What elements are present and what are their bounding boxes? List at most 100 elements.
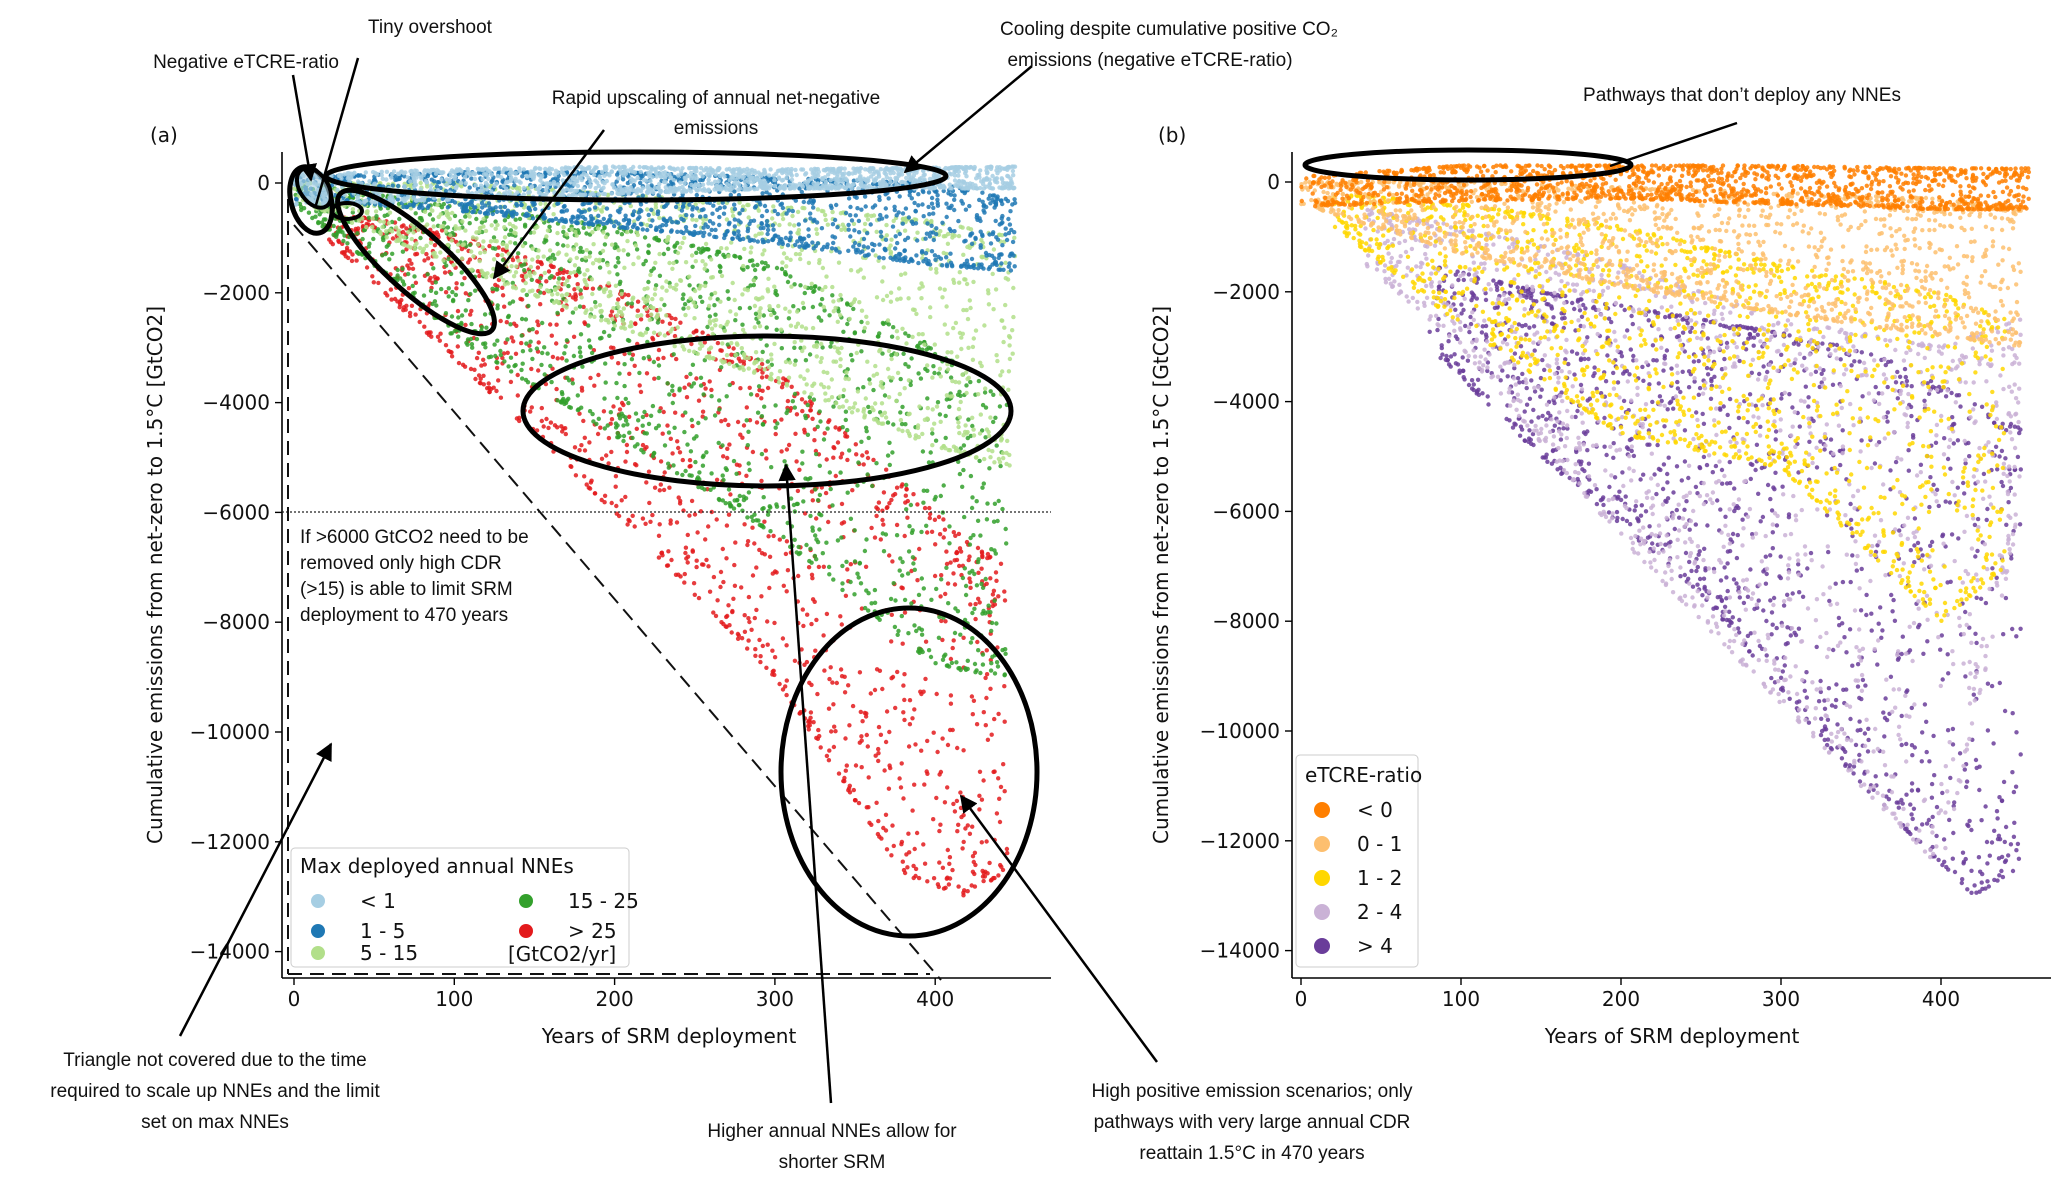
data-point bbox=[460, 362, 466, 367]
data-point bbox=[864, 314, 869, 319]
data-point bbox=[938, 229, 943, 234]
data-point bbox=[931, 817, 936, 822]
data-point bbox=[467, 242, 473, 248]
data-point bbox=[623, 494, 628, 500]
data-point bbox=[810, 528, 815, 533]
data-point bbox=[655, 356, 661, 361]
data-point bbox=[505, 337, 510, 342]
data-point bbox=[971, 427, 976, 432]
data-point bbox=[947, 404, 952, 409]
data-point bbox=[925, 405, 930, 411]
data-point bbox=[853, 798, 858, 803]
data-point bbox=[804, 382, 809, 387]
data-point bbox=[317, 212, 322, 217]
data-point bbox=[921, 586, 926, 591]
data-point bbox=[986, 433, 992, 439]
data-point bbox=[928, 346, 933, 351]
data-point bbox=[902, 597, 908, 603]
data-point bbox=[417, 245, 423, 251]
data-point bbox=[666, 461, 671, 466]
data-point bbox=[1007, 261, 1012, 266]
data-point bbox=[903, 271, 908, 276]
data-point bbox=[959, 346, 964, 352]
data-point bbox=[867, 377, 872, 382]
data-point bbox=[921, 842, 926, 847]
data-point bbox=[880, 517, 885, 523]
data-point bbox=[915, 578, 920, 583]
data-point bbox=[939, 573, 944, 578]
data-point bbox=[853, 763, 859, 768]
data-point bbox=[964, 390, 969, 396]
data-point bbox=[677, 450, 683, 455]
data-point bbox=[887, 729, 892, 735]
data-point bbox=[966, 417, 971, 422]
data-point bbox=[573, 292, 578, 297]
data-point bbox=[649, 312, 654, 317]
data-point bbox=[412, 246, 417, 252]
data-point bbox=[985, 288, 991, 293]
data-point bbox=[884, 467, 889, 472]
data-point bbox=[731, 346, 736, 351]
data-point bbox=[692, 316, 697, 321]
data-point bbox=[851, 306, 856, 312]
data-point bbox=[815, 691, 820, 697]
data-point bbox=[979, 566, 984, 571]
data-point bbox=[745, 542, 750, 548]
data-point bbox=[900, 859, 905, 864]
data-point bbox=[349, 258, 355, 264]
data-point bbox=[460, 282, 465, 287]
data-point bbox=[378, 219, 383, 224]
data-point bbox=[957, 389, 962, 394]
data-point bbox=[434, 184, 440, 189]
data-point bbox=[931, 211, 936, 216]
data-point bbox=[805, 612, 810, 617]
data-point bbox=[653, 205, 659, 210]
data-point bbox=[530, 327, 535, 332]
data-point bbox=[634, 247, 640, 252]
data-point bbox=[690, 264, 695, 269]
data-point bbox=[838, 211, 844, 216]
data-point bbox=[810, 576, 815, 581]
data-point bbox=[732, 562, 737, 568]
data-point bbox=[364, 210, 369, 215]
data-point bbox=[910, 555, 916, 560]
data-point bbox=[950, 394, 955, 399]
data-point bbox=[775, 211, 781, 217]
data-point bbox=[657, 488, 662, 493]
data-point bbox=[891, 325, 896, 330]
data-point bbox=[823, 284, 828, 290]
data-point bbox=[911, 863, 916, 869]
data-point bbox=[723, 501, 728, 506]
data-point bbox=[454, 281, 459, 286]
data-point bbox=[456, 315, 461, 320]
data-point bbox=[627, 414, 632, 419]
data-point bbox=[524, 341, 529, 346]
data-point bbox=[496, 378, 501, 383]
data-point bbox=[666, 549, 671, 554]
data-point bbox=[587, 486, 593, 491]
data-point bbox=[864, 588, 869, 593]
data-point bbox=[595, 431, 601, 437]
data-point bbox=[586, 323, 591, 328]
data-point bbox=[824, 274, 829, 279]
data-point bbox=[563, 400, 569, 406]
data-point bbox=[958, 632, 963, 637]
data-point bbox=[463, 214, 468, 219]
data-point bbox=[821, 304, 826, 310]
data-point bbox=[803, 476, 808, 481]
data-point bbox=[947, 524, 952, 529]
data-point bbox=[970, 357, 976, 362]
data-point bbox=[828, 344, 833, 349]
data-point bbox=[915, 502, 920, 507]
data-point bbox=[992, 602, 998, 607]
data-point bbox=[370, 224, 375, 230]
data-point bbox=[814, 354, 819, 359]
data-point bbox=[682, 385, 687, 390]
data-point bbox=[561, 229, 566, 235]
data-point bbox=[413, 211, 418, 216]
data-point bbox=[902, 697, 907, 703]
data-point bbox=[970, 636, 975, 641]
data-point bbox=[821, 564, 826, 569]
data-point bbox=[753, 311, 759, 316]
data-point bbox=[632, 444, 638, 449]
